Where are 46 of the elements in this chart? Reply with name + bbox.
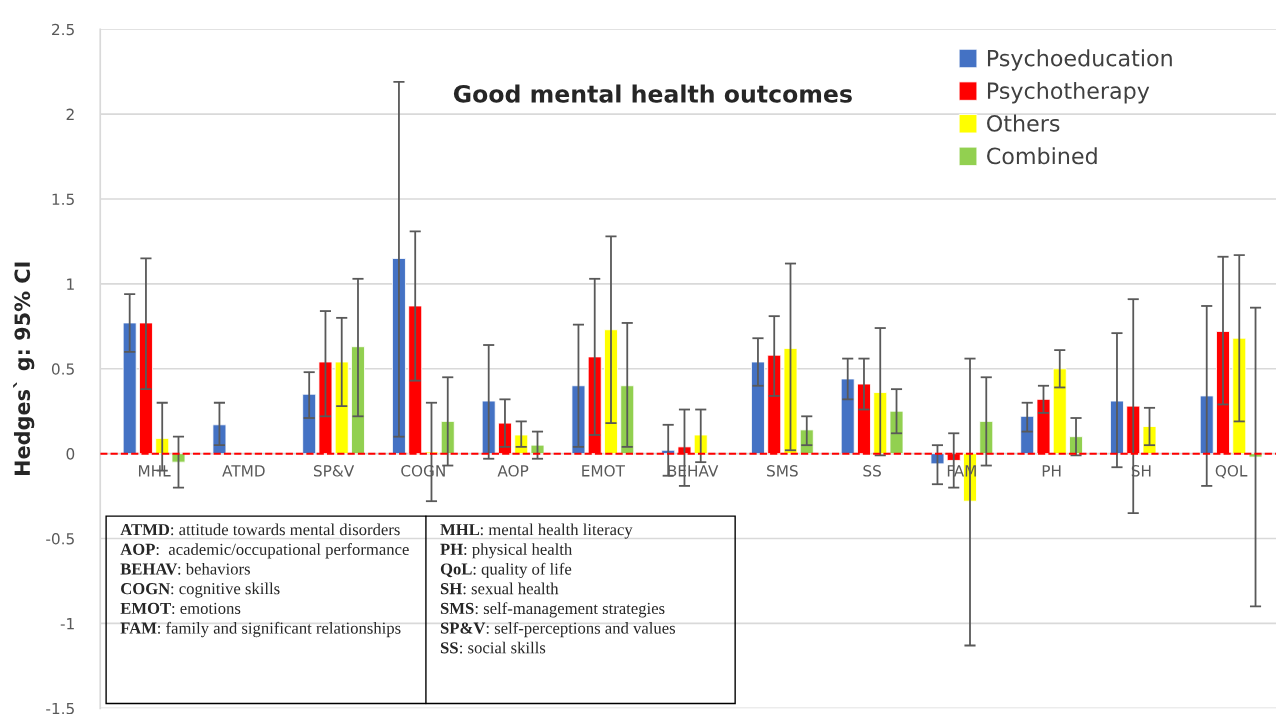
y-tick-label: -1.5 <box>46 702 74 714</box>
bar <box>840 378 855 455</box>
y-tick-label: -1 <box>60 618 74 630</box>
annotation: COGN: cognitive skills <box>121 582 280 598</box>
x-tick-label: SS <box>863 465 881 477</box>
x-tick-label: SP&V <box>313 465 355 477</box>
annotation: SP&V: self-perceptions and values <box>440 621 676 638</box>
annotation: ATMD: attitude towards mental disorders <box>120 523 400 536</box>
annotation: AOP: academic/occupational performance <box>120 543 409 559</box>
bar <box>751 361 765 455</box>
y-tick-label: 0 <box>66 448 75 460</box>
y-tick-label: 2 <box>66 108 74 120</box>
x-tick-label: MHL <box>138 465 171 477</box>
x-tick-label: EMOT <box>582 465 625 477</box>
y-tick-label: 2.5 <box>52 23 74 36</box>
y-tick-label: 1 <box>67 278 74 290</box>
y-axis-title: Hedges` g: 95% CI <box>13 262 35 475</box>
x-tick-label: PH <box>1042 465 1061 477</box>
y-tick-label: -0.5 <box>46 533 74 545</box>
x-tick-label: AOP <box>497 465 529 477</box>
annotation: EMOT: emotions <box>120 602 241 615</box>
y-tick-label: 1.5 <box>52 193 74 206</box>
annotation: BEHAV: behaviors <box>120 562 250 575</box>
annotation: SH: sexual health <box>440 582 559 595</box>
bar <box>1052 368 1067 455</box>
bar <box>122 322 137 455</box>
bar <box>1020 415 1035 455</box>
bar <box>302 393 317 455</box>
legend-label: Others <box>987 114 1060 132</box>
x-tick-label: SMS <box>767 465 798 477</box>
bar <box>334 361 349 455</box>
annotation: MHL: mental health literacy <box>440 523 633 539</box>
x-tick-label: QOL <box>1215 465 1248 479</box>
y-tick-label: 0.5 <box>51 363 74 375</box>
text: Good mental health outcomes <box>453 84 852 103</box>
legend-label: Psychoeducation <box>987 49 1172 71</box>
x-tick-label: ATMD <box>222 465 265 477</box>
annotation: PH: physical health <box>440 543 573 559</box>
legend-label: Psychotherapy <box>987 81 1150 104</box>
annotation: QoL: quality of life <box>440 562 572 579</box>
bar <box>351 346 365 455</box>
x-tick-label: FAM <box>947 465 976 477</box>
legend-label: Combined <box>987 147 1097 165</box>
annotation: FAM: family and significant relationships <box>120 621 401 638</box>
annotation: SMS: self-management strategies <box>440 602 665 618</box>
annotation: SS: social skills <box>440 641 546 654</box>
